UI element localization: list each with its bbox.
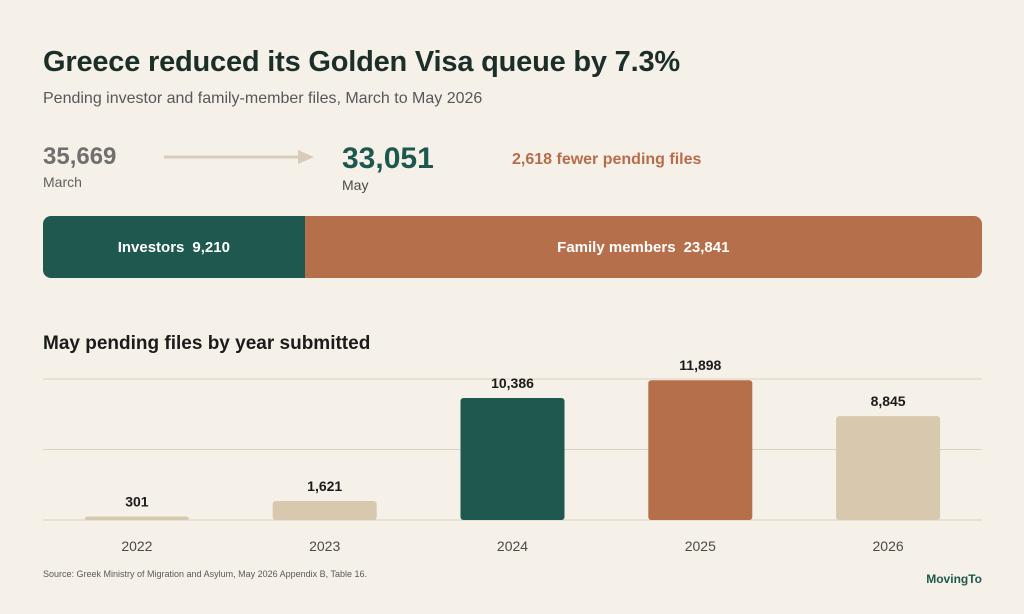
bar-value-label-2025: 11,898 xyxy=(679,357,721,373)
bar-2022 xyxy=(84,516,189,520)
march-total-value: 35,669 xyxy=(43,143,117,170)
bar-2026 xyxy=(836,416,941,520)
bar-value-label-2023: 1,621 xyxy=(307,478,342,494)
source-note: Source: Greek Ministry of Migration and … xyxy=(43,569,367,579)
investors-label: Investors xyxy=(117,238,185,256)
x-tick-label-2026: 2026 xyxy=(873,538,904,554)
bar-value-label-2022: 301 xyxy=(125,493,149,509)
family-members-segment: Family members 23,841 xyxy=(304,216,982,278)
investors-segment: Investors 9,210 xyxy=(43,216,305,278)
x-tick-label-2023: 2023 xyxy=(309,538,340,554)
may-label: May xyxy=(342,177,369,193)
change-note: 2,618 fewer pending files xyxy=(512,151,702,168)
bar-2023 xyxy=(272,500,377,520)
x-tick-label-2024: 2024 xyxy=(497,538,528,554)
family-members-value: 23,841 xyxy=(683,238,730,256)
arrow-right-icon xyxy=(164,150,314,164)
bar-value-label-2024: 10,386 xyxy=(491,375,534,391)
x-tick-label-2025: 2025 xyxy=(685,538,716,554)
page-title: Greece reduced its Golden Visa queue by … xyxy=(43,46,680,78)
may-total-value: 33,051 xyxy=(342,142,434,175)
bar-chart-title: May pending files by year submitted xyxy=(43,333,371,354)
bar-2024 xyxy=(460,397,565,520)
brand-logo: MovingTo xyxy=(926,572,982,586)
investors-value: 9,210 xyxy=(192,238,230,256)
x-tick-label-2022: 2022 xyxy=(121,538,152,554)
bar-2025 xyxy=(648,380,753,520)
page-subtitle: Pending investor and family-member files… xyxy=(43,90,483,107)
composition-bar: Investors 9,210 Family members 23,841 xyxy=(43,216,982,278)
family-members-label: Family members xyxy=(557,238,676,256)
bar-value-label-2026: 8,845 xyxy=(871,393,906,409)
march-label: March xyxy=(43,174,82,190)
